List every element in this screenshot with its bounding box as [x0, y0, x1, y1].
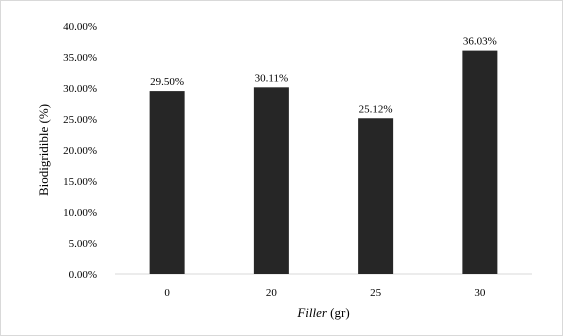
- x-tick-label: 25: [370, 287, 382, 299]
- y-tick-labels: 0.00% 5.00% 10.00% 15.00% 20.00% 25.00% 30.00%…: [63, 21, 97, 281]
- y-tick-label: 35.00%: [63, 52, 97, 64]
- bar-25: [358, 118, 394, 274]
- x-tick-label: 30: [474, 287, 486, 299]
- data-labels: 29.50% 30.11% 25.12% 36.03%: [150, 36, 497, 116]
- bar-0: [149, 91, 185, 274]
- bar-20: [253, 87, 289, 275]
- data-label: 30.11%: [255, 72, 289, 84]
- data-label: 36.03%: [463, 36, 497, 48]
- x-axis-title-italic: Filler: [296, 305, 328, 320]
- x-tick-label: 20: [266, 287, 278, 299]
- data-label: 25.12%: [359, 103, 393, 115]
- y-tick-label: 25.00%: [63, 114, 97, 126]
- y-tick-label: 5.00%: [69, 238, 97, 250]
- y-axis-title: Biodigridible (%): [36, 104, 51, 196]
- y-tick-label: 30.00%: [63, 83, 97, 95]
- data-label: 29.50%: [150, 76, 184, 88]
- x-tick-labels: 0 20 25 30: [164, 287, 486, 299]
- y-tick-label: 0.00%: [69, 269, 97, 281]
- y-tick-label: 20.00%: [63, 145, 97, 157]
- y-tick-label: 40.00%: [63, 21, 97, 33]
- bars: [149, 50, 498, 275]
- x-axis-title-unit: (gr): [327, 305, 350, 320]
- bar-30: [462, 50, 498, 274]
- y-tick-label: 15.00%: [63, 176, 97, 188]
- x-tick-label: 0: [164, 287, 170, 299]
- y-tick-label: 10.00%: [63, 207, 97, 219]
- x-axis-title: Filler (gr): [296, 305, 349, 320]
